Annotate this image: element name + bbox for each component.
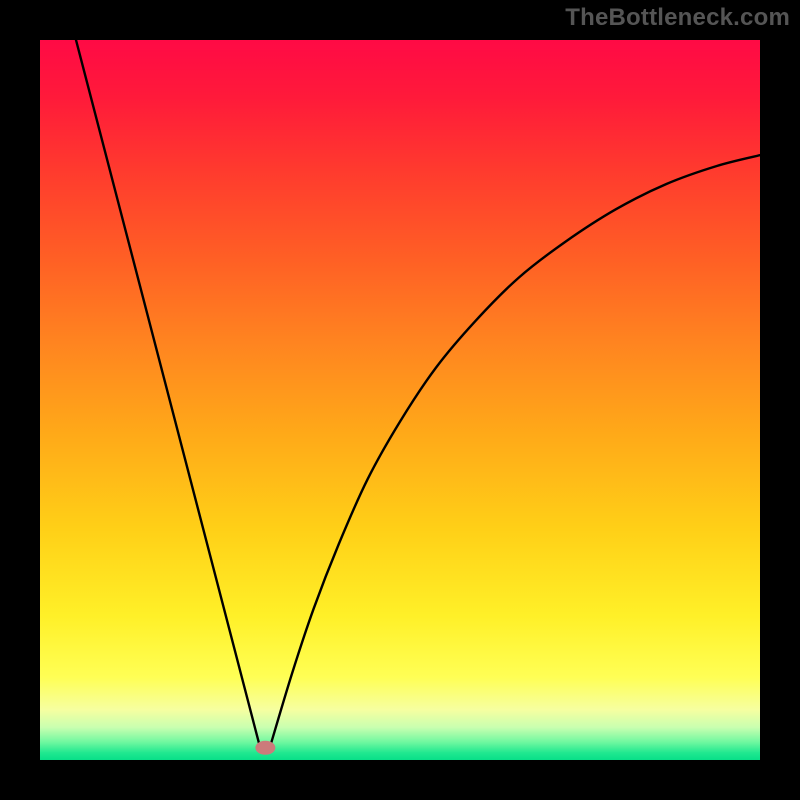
- markers-group: [255, 741, 275, 755]
- chart-stage: TheBottleneck.com: [0, 0, 800, 800]
- chart-background: [40, 40, 760, 760]
- watermark-text: TheBottleneck.com: [565, 4, 790, 32]
- plot-svg: [40, 40, 760, 760]
- plot-area: [40, 40, 760, 760]
- marker-min_marker: [255, 741, 275, 755]
